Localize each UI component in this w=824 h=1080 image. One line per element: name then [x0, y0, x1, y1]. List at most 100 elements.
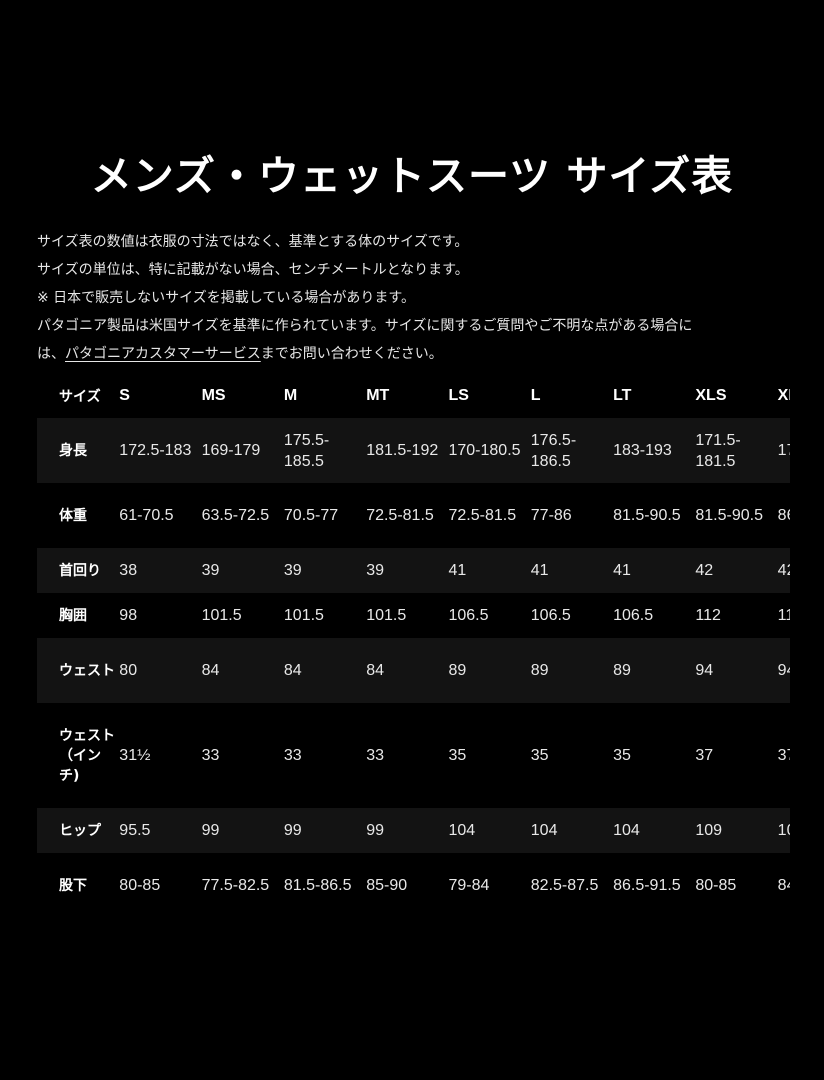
- table-cell: 101.5: [283, 607, 324, 624]
- size-header-cell: XLS: [695, 387, 727, 404]
- table-cell: 172.5-183: [119, 442, 192, 459]
- table-row: 胸囲 98 101.5 101.5 101.5 106.5 106.5 106.…: [37, 593, 790, 638]
- table-cell: 84-89: [777, 877, 790, 894]
- table-cell: 37: [777, 747, 790, 764]
- table-cell: 80-85: [119, 877, 161, 894]
- table-cell: 38: [119, 562, 138, 579]
- table-cell: 79-84: [448, 877, 490, 894]
- size-header-cell: M: [283, 387, 298, 404]
- table-cell: 178-188: [777, 442, 790, 459]
- table-cell: 39: [366, 562, 384, 579]
- note-suffix: までお問い合わせください。: [260, 346, 443, 362]
- table-cell: 106.5: [613, 607, 654, 624]
- table-cell: 41: [613, 562, 631, 579]
- row-label: ヒップ: [59, 822, 101, 839]
- table-cell: 94: [695, 662, 714, 679]
- table-cell: 181.5-192: [366, 442, 439, 459]
- size-notes: サイズ表の数値は衣服の寸法ではなく、基準とする体のサイズです。 サイズの単位は、…: [37, 228, 797, 368]
- table-cell: 33: [201, 747, 220, 764]
- table-cell: 37: [695, 747, 714, 764]
- size-header-cell: LS: [448, 387, 469, 404]
- table-cell: 41: [530, 562, 549, 579]
- table-cell: 84: [283, 662, 302, 679]
- table-cell: 77.5-82.5: [201, 877, 270, 894]
- table-cell: 35: [448, 747, 467, 764]
- size-corner-label: サイズ: [59, 389, 101, 405]
- table-row: 体重 61-70.5 63.5-72.5 70.5-77 72.5-81.5 7…: [37, 483, 790, 548]
- note-line: は、パタゴニアカスタマーサービスまでお問い合わせください。: [37, 340, 797, 368]
- table-cell: 109: [695, 822, 723, 839]
- note-line: サイズの単位は、特に記載がない場合、センチメートルとなります。: [37, 262, 469, 278]
- table-cell: 104: [613, 822, 640, 839]
- page-title: メンズ・ウェットスーツ サイズ表: [90, 152, 734, 200]
- table-cell: 99: [283, 822, 302, 839]
- table-cell: 82.5-87.5: [530, 877, 599, 894]
- row-label: 股下: [59, 877, 87, 894]
- table-cell: 33: [366, 747, 384, 764]
- table-cell: 89: [613, 662, 631, 679]
- table-cell: 84: [201, 662, 220, 679]
- table-cell: 89: [448, 662, 467, 679]
- table-cell: 63.5-72.5: [201, 507, 270, 524]
- table-cell: 42: [695, 562, 714, 579]
- customer-service-link[interactable]: パタゴニアカスタマーサービス: [65, 346, 261, 362]
- size-table: サイズ S MS M MT LS L LT XLS XL 身長 172.5-18…: [37, 374, 790, 914]
- table-cell: 85-90: [366, 877, 408, 894]
- table-cell: 89: [530, 662, 549, 679]
- note-line: サイズ表の数値は衣服の寸法ではなく、基準とする体のサイズです。: [37, 234, 469, 250]
- table-cell: 99: [201, 822, 220, 839]
- table-cell: 31½: [119, 747, 151, 764]
- table-cell: 101.5: [366, 607, 407, 624]
- row-label: 首回り: [59, 562, 101, 579]
- table-cell: 81.5-86.5: [283, 877, 352, 894]
- table-cell: 106.5: [530, 607, 571, 624]
- table-cell: 99: [366, 822, 384, 839]
- table-cell: 61-70.5: [119, 507, 174, 524]
- note-line: パタゴニア製品は米国サイズを基準に作られています。サイズに関するご質問やご不明な…: [37, 318, 693, 334]
- size-header-cell: LT: [613, 387, 632, 404]
- table-cell: 109: [777, 822, 790, 839]
- table-cell: 33: [283, 747, 302, 764]
- note-line: ※ 日本で販売しないサイズを掲載している場合があります。: [37, 290, 415, 306]
- table-cell: 81.5-90.5: [695, 507, 763, 524]
- table-cell: 35: [613, 747, 631, 764]
- table-cell: 112: [777, 607, 790, 624]
- table-cell: 77-86: [530, 507, 572, 524]
- table-cell: 39: [283, 562, 302, 579]
- size-header-cell: XL: [777, 387, 790, 404]
- table-cell: 176.5-186.5: [530, 431, 577, 470]
- table-cell: 72.5-81.5: [366, 507, 434, 524]
- table-cell: 41: [448, 562, 467, 579]
- table-cell: 86.5-91.5: [613, 877, 681, 894]
- table-cell: 183-193: [613, 442, 672, 459]
- table-cell: 101.5: [201, 607, 242, 624]
- size-table-scroll[interactable]: サイズ S MS M MT LS L LT XLS XL 身長 172.5-18…: [37, 374, 790, 914]
- table-cell: 80: [119, 662, 138, 679]
- table-row: ウェスト 80 84 84 84 89 89 89 94 94: [37, 638, 790, 703]
- row-label: ウェスト（インチ): [59, 727, 115, 784]
- table-cell: 104: [448, 822, 476, 839]
- table-cell: 94: [777, 662, 790, 679]
- size-header-cell: MS: [201, 387, 226, 404]
- table-cell: 42: [777, 562, 790, 579]
- table-cell: 175.5-185.5: [283, 431, 330, 470]
- table-cell: 39: [201, 562, 220, 579]
- table-cell: 170-180.5: [448, 442, 521, 459]
- table-row: ヒップ 95.5 99 99 99 104 104 104 109 109: [37, 808, 790, 853]
- table-cell: 84: [366, 662, 384, 679]
- size-header-cell: MT: [366, 387, 390, 404]
- note-prefix: は、: [37, 346, 65, 362]
- table-cell: 80-85: [695, 877, 737, 894]
- row-label: 身長: [59, 442, 87, 459]
- table-cell: 86-95: [777, 507, 790, 524]
- row-label: 体重: [59, 507, 87, 524]
- table-cell: 95.5: [119, 822, 151, 839]
- table-cell: 112: [695, 607, 721, 624]
- table-cell: 72.5-81.5: [448, 507, 517, 524]
- table-cell: 98: [119, 607, 138, 624]
- row-label: ウェスト: [59, 662, 115, 679]
- table-cell: 104: [530, 822, 558, 839]
- table-cell: 35: [530, 747, 549, 764]
- size-header-cell: L: [530, 387, 541, 404]
- table-row: 身長 172.5-183 169-179 175.5-185.5 181.5-1…: [37, 418, 790, 483]
